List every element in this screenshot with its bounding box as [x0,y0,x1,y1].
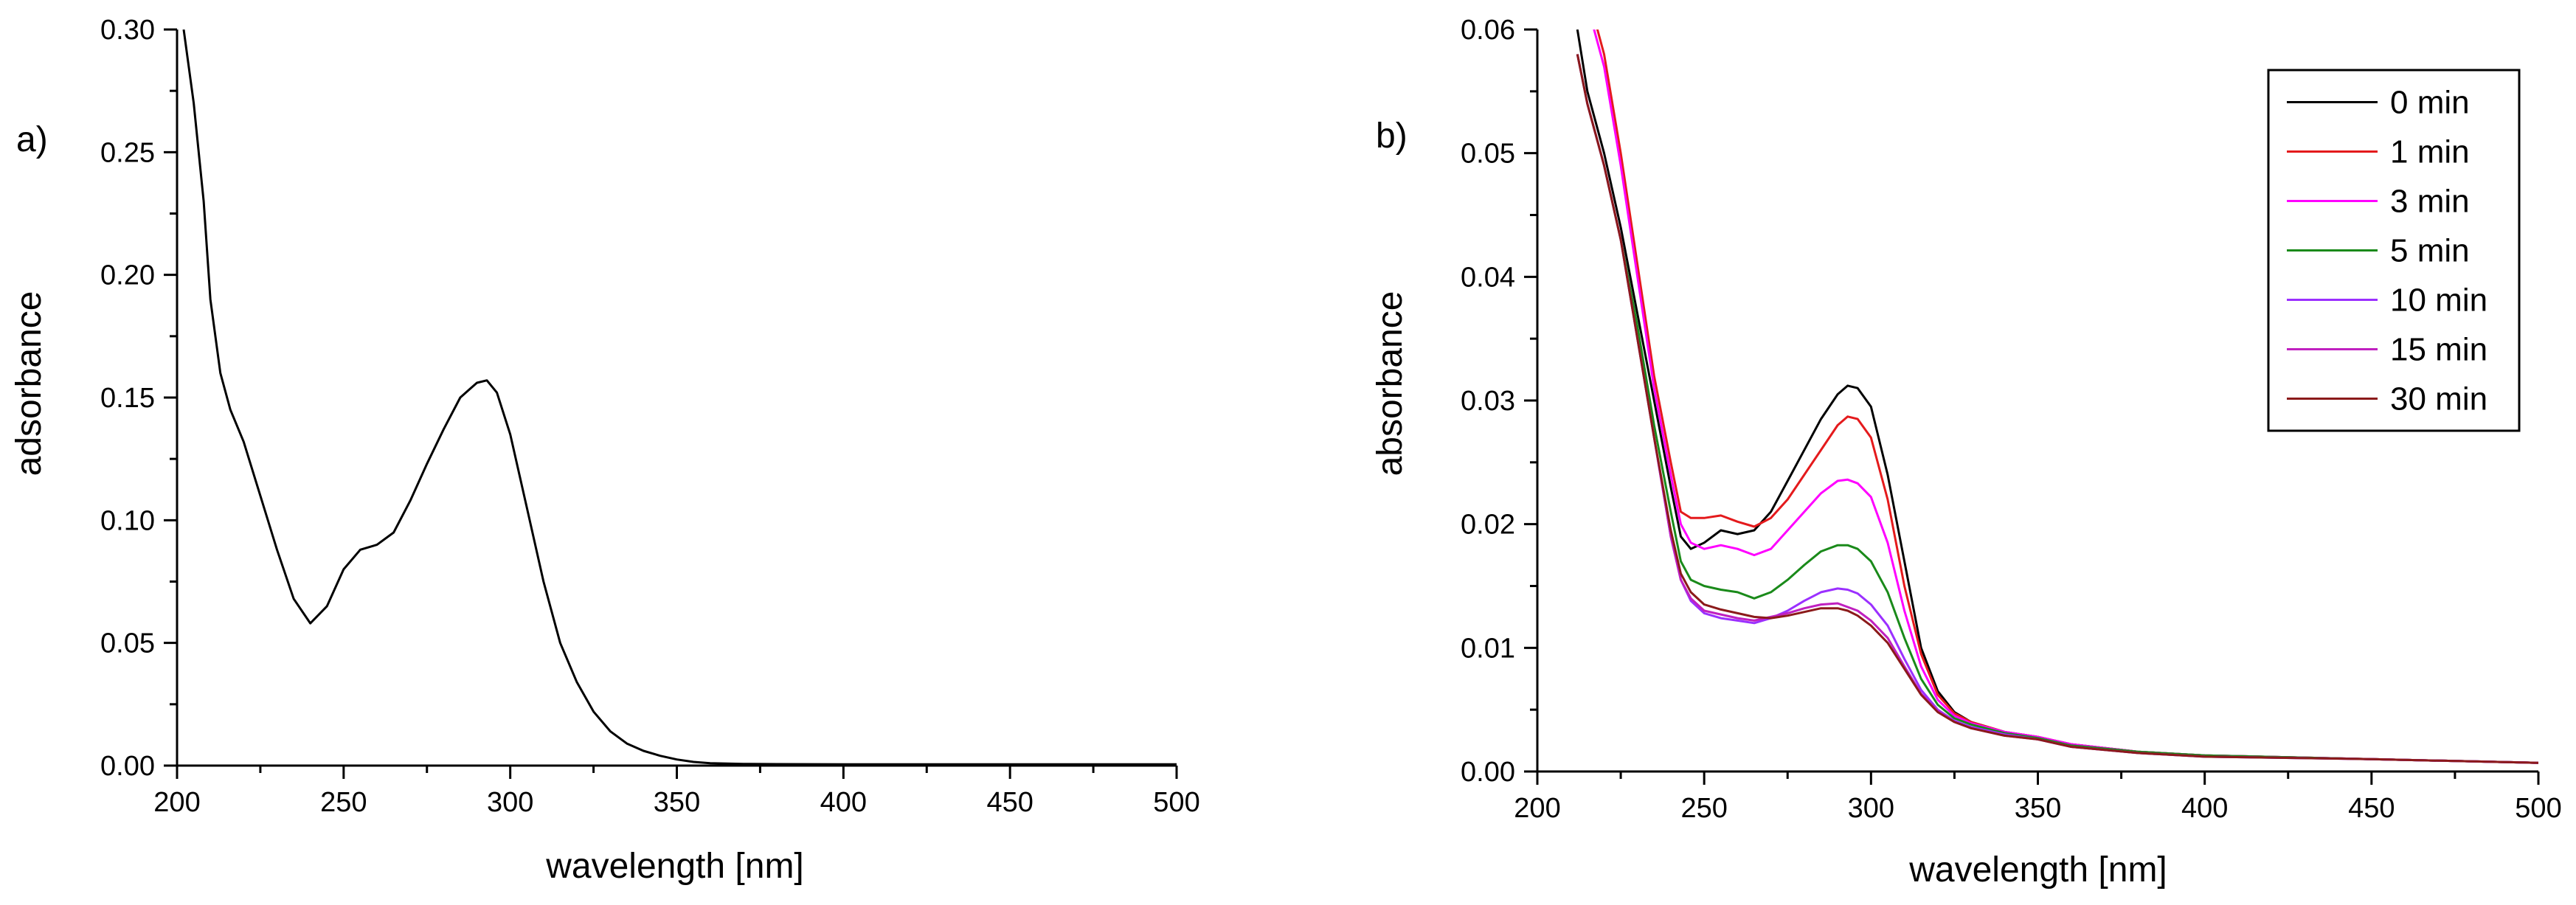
x-tick-label: 450 [2348,793,2395,824]
legend-label: 3 min [2390,184,2470,220]
panel-b-y-axis-title: absorbance [1371,291,1410,476]
legend-label: 15 min [2390,332,2487,368]
legend-label: 1 min [2390,134,2470,170]
y-tick-label: 0.05 [100,628,155,659]
y-tick-label: 0.01 [1461,633,1515,664]
y-tick-label: 0.15 [100,383,155,414]
x-tick-label: 300 [1848,793,1894,824]
series-line-spectrum [182,30,1177,766]
panel-b-label: b) [1376,117,1408,156]
y-tick-label: 0.25 [100,137,155,168]
panel-a-chart: a) 200 250 300 350 400 450 500 0.00 0.05 0.10 0.15… [10,15,1200,886]
y-tick-label: 0.03 [1461,386,1515,417]
y-tick-label: 0.02 [1461,510,1515,541]
panel-b-x-axis-title: wavelength [nm] [1908,850,2167,890]
y-tick-label: 0.05 [1461,139,1515,170]
y-tick-label: 0.00 [100,751,155,782]
y-tick-label: 0.06 [1461,15,1515,46]
x-tick-label: 350 [654,787,700,818]
x-tick-label: 200 [1514,793,1560,824]
legend-label: 30 min [2390,381,2487,417]
x-tick-label: 450 [986,787,1033,818]
series-line-5-min [1576,54,2538,764]
x-tick-label: 350 [2015,793,2061,824]
x-tick-label: 500 [1153,787,1199,818]
panel-a-x-axis-title: wavelength [nm] [545,847,804,886]
panel-a-y-axis-title: adsorbance [10,291,49,476]
legend-label: 10 min [2390,282,2487,319]
series-line-3-min [1593,30,2538,764]
legend-label: 0 min [2390,85,2470,121]
x-tick-label: 300 [487,787,533,818]
x-tick-label: 200 [153,787,200,818]
x-tick-label: 250 [320,787,367,818]
panel-a-label: a) [16,120,48,159]
x-tick-label: 400 [2181,793,2228,824]
y-tick-label: 0.00 [1461,757,1515,788]
x-tick-label: 400 [820,787,867,818]
y-tick-label: 0.20 [100,260,155,291]
panel-b-chart: b) 200 250 300 350 400 450 500 0.00 0.01 0.02 0.03… [1371,15,2562,890]
y-tick-label: 0.10 [100,505,155,536]
panel-b-legend: 0 min 1 min 3 min 5 min 10 min 15 min 30 min [2267,69,2521,432]
y-tick-label: 0.30 [100,15,155,46]
series-line-30-min [1576,54,2538,764]
legend-label: 5 min [2390,233,2470,269]
x-tick-label: 500 [2515,793,2561,824]
y-tick-label: 0.04 [1461,262,1515,293]
x-tick-label: 250 [1680,793,1727,824]
